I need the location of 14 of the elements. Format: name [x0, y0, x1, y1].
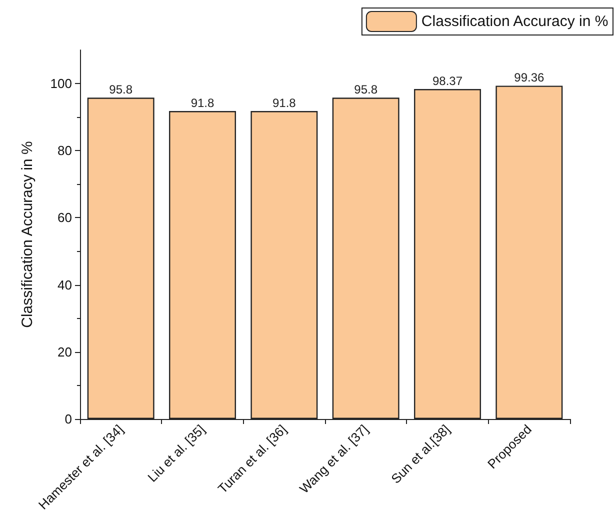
- y-tick-label: 0: [64, 412, 72, 426]
- data-label: 95.8: [109, 82, 133, 97]
- y-tick-label: 100: [50, 76, 72, 92]
- y-tick-label: 40: [58, 277, 72, 292]
- legend-label: Classification Accuracy in %: [421, 13, 608, 30]
- data-label: 91.8: [272, 96, 296, 110]
- y-tick-label: 20: [58, 344, 72, 360]
- data-label: 95.8: [354, 82, 378, 97]
- y-tick-label: 80: [58, 143, 72, 158]
- data-label: 91.8: [190, 96, 214, 110]
- y-tick-label: 60: [58, 210, 72, 226]
- data-label: 99.36: [514, 70, 545, 85]
- y-axis-title: Classification Accuracy in %: [19, 141, 36, 328]
- data-label: 98.37: [432, 74, 463, 88]
